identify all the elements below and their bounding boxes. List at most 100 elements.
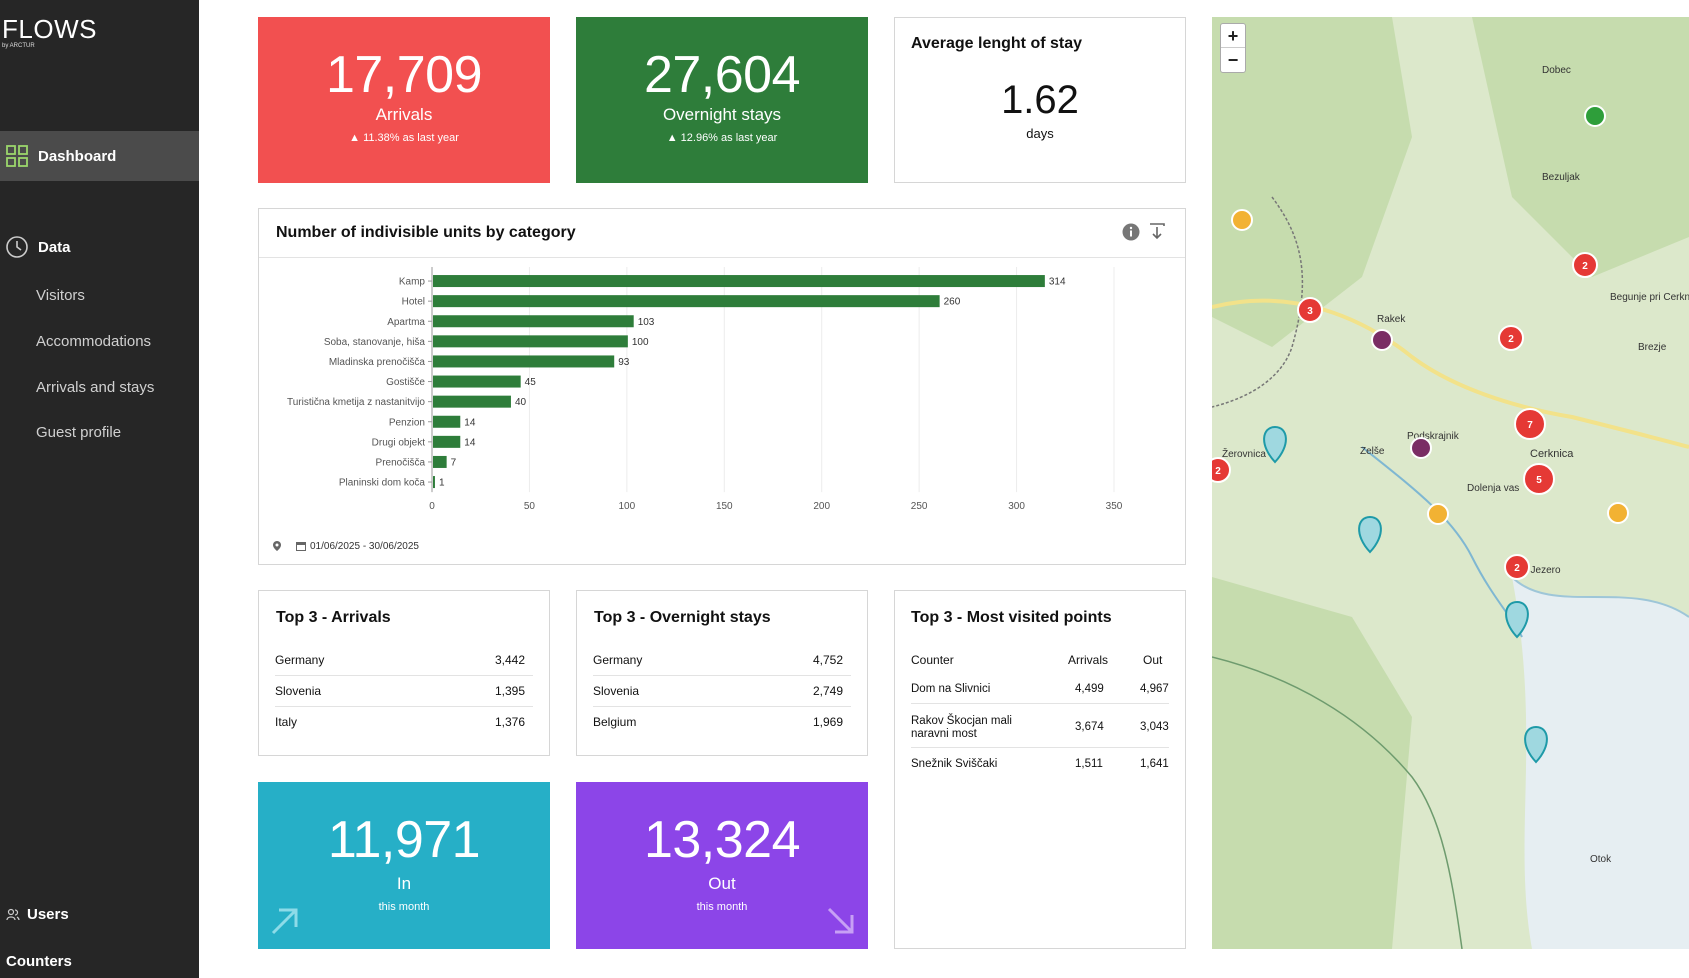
cluster-count: 2 (1582, 261, 1588, 272)
point-out: 4,967 (1140, 683, 1169, 695)
cluster-marker[interactable] (1498, 325, 1524, 351)
sidebar-item-visitors[interactable]: Visitors (36, 287, 85, 304)
point-name: Snežnik Sviščaki (911, 758, 998, 770)
cluster-marker[interactable] (1514, 408, 1546, 440)
cluster-marker[interactable] (1572, 252, 1598, 278)
counter-pin-icon[interactable] (1524, 725, 1548, 764)
point-out: 1,641 (1140, 758, 1169, 770)
column-header-counter: Counter (911, 653, 954, 667)
bar (433, 375, 521, 388)
place-label: Otok (1590, 854, 1612, 865)
arrow-up-right-icon (271, 908, 298, 935)
sidebar-item-accommodations[interactable]: Accommodations (36, 333, 152, 350)
grid-icon (6, 145, 28, 167)
cluster-count: 3 (1307, 306, 1313, 317)
sidebar-item-dashboard[interactable]: Dashboard (0, 131, 199, 181)
point-marker[interactable] (1371, 329, 1393, 351)
counter-pin-icon[interactable] (1358, 515, 1382, 554)
arrivals-change-text: 11.38% as last year (363, 132, 459, 144)
place-label: Brezje (1638, 342, 1667, 353)
data-label: 14 (464, 437, 476, 448)
point-name: Rakov Škocjan mali naravni most (911, 715, 1012, 740)
overnight-value: 27,604 (643, 46, 801, 104)
cluster-marker[interactable] (1504, 554, 1530, 580)
arrow-down-right-icon (827, 907, 854, 934)
table-row: Slovenia 2,749 (593, 684, 843, 698)
row-divider (275, 706, 533, 707)
row-divider (593, 706, 851, 707)
chart-footer: 01/06/2025 - 30/06/2025 (271, 540, 419, 552)
country-value: 4,752 (812, 653, 843, 667)
sidebar-item-arrivals-and-stays[interactable]: Arrivals and stays (36, 379, 155, 396)
map-canvas[interactable]: Rakek Cerknica Dolenja vas Podskrajnik D… (1212, 17, 1689, 949)
sidebar-item-label: Users (27, 906, 69, 923)
point-marker[interactable] (1607, 502, 1629, 524)
data-label: 7 (451, 457, 457, 468)
calendar-icon[interactable] (295, 540, 307, 552)
bar (433, 455, 447, 468)
x-tick-label: 50 (524, 501, 536, 512)
in-value: 11,971 (327, 811, 481, 869)
table-row: Slovenia 1,395 (275, 684, 525, 698)
date-range[interactable]: 01/06/2025 - 30/06/2025 (310, 540, 419, 552)
location-pin-icon[interactable] (271, 540, 283, 552)
point-marker[interactable] (1231, 209, 1253, 231)
country-value: 1,395 (494, 684, 525, 698)
country-value: 3,442 (494, 653, 525, 667)
row-divider (593, 675, 851, 676)
map[interactable]: Rakek Cerknica Dolenja vas Podskrajnik D… (1212, 17, 1689, 949)
sidebar-item-data[interactable]: Data (0, 234, 71, 260)
point-marker[interactable] (1410, 437, 1432, 459)
info-icon[interactable] (1121, 222, 1141, 242)
category-label: Planinski dom koča (339, 478, 426, 489)
download-icon[interactable] (1148, 222, 1166, 242)
railway (1212, 196, 1304, 408)
country-name: Slovenia (275, 684, 322, 698)
counter-pin-icon[interactable] (1505, 600, 1529, 639)
category-label: Gostišče (386, 377, 425, 388)
avg-stay-unit: days (1026, 126, 1054, 141)
point-marker[interactable] (1584, 105, 1606, 127)
table-row: Germany 4,752 (593, 653, 843, 667)
point-marker[interactable] (1427, 503, 1449, 525)
bar (433, 415, 461, 428)
top-points-title: Top 3 - Most visited points (911, 609, 1112, 626)
overnight-label: Overnight stays (662, 105, 782, 124)
place-label: Cerknica (1530, 448, 1574, 460)
cluster-marker[interactable] (1212, 457, 1231, 483)
sidebar-item-label: Data (38, 238, 71, 256)
logo[interactable]: FLOWS by ARCTUR (2, 14, 97, 49)
bar (433, 275, 1045, 288)
in-card: 11,971 In this month (258, 782, 550, 949)
sidebar-item-users[interactable]: Users (6, 906, 69, 923)
logo-byline: by ARCTUR (2, 43, 35, 49)
data-label: 1 (439, 478, 445, 489)
avg-stay-value: 1.62 (1001, 78, 1079, 122)
bar-chart: 0 50 100 150 200 250 300 350 Kamp 314 Hotel 260 Apar… (287, 267, 1123, 512)
cluster-marker[interactable] (1523, 463, 1555, 495)
place-label: Dolenja vas (1467, 483, 1519, 494)
sidebar-item-guest-profile[interactable]: Guest profile (36, 424, 122, 441)
place-label: Dobec (1542, 65, 1571, 76)
cluster-marker[interactable] (1297, 297, 1323, 323)
out-card: 13,324 Out this month (576, 782, 868, 949)
bar (433, 395, 511, 408)
sidebar: FLOWS by ARCTUR Dashboard Data Visitors … (0, 0, 199, 978)
country-name: Germany (593, 653, 643, 667)
country-name: Germany (275, 653, 325, 667)
table-row: Belgium 1,969 (593, 715, 843, 729)
arrivals-card: 17,709 Arrivals ▲ 11.38% as last year (258, 17, 550, 183)
category-label: Drugi objekt (372, 437, 426, 448)
row-divider (911, 703, 1169, 704)
counter-pin-icon[interactable] (1263, 425, 1287, 464)
zoom-out-button[interactable]: − (1227, 50, 1239, 70)
row-divider (911, 747, 1169, 748)
sidebar-item-counters[interactable]: Counters (6, 953, 72, 970)
top-overnight-title: Top 3 - Overnight stays (594, 609, 771, 626)
point-arrivals: 1,511 (1075, 758, 1103, 770)
place-label: Žerovnica (1222, 447, 1266, 460)
zoom-in-button[interactable]: + (1221, 24, 1245, 48)
country-value: 2,749 (812, 684, 843, 698)
sidebar-item-label: Dashboard (38, 147, 117, 165)
table-row: Germany 3,442 (275, 653, 525, 667)
